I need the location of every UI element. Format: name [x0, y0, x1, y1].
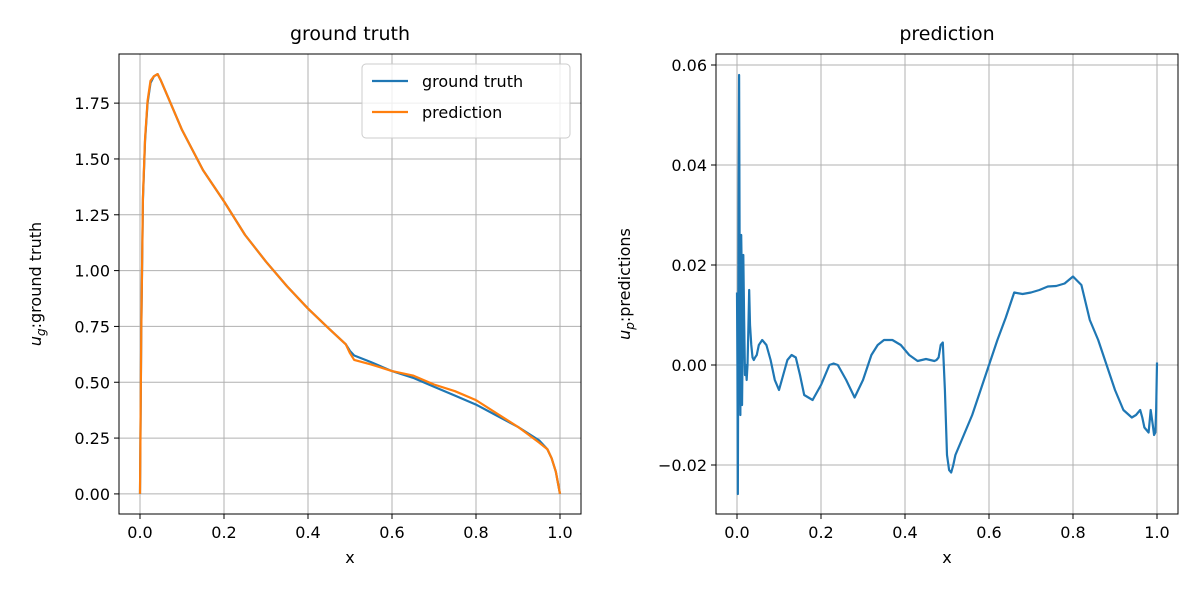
- y-tick-label: 0.75: [74, 317, 110, 336]
- y-axis-label: up:predictions: [615, 228, 637, 340]
- x-tick-label: 0.8: [463, 523, 488, 542]
- y-tick-label: 0.25: [74, 429, 110, 448]
- legend: ground truth prediction: [361, 63, 571, 139]
- y-tick-label: 1.50: [74, 150, 110, 169]
- x-tick-label: 0.0: [724, 523, 749, 542]
- x-tick-label: 0.6: [379, 523, 404, 542]
- y-tick-label: 1.25: [74, 206, 110, 225]
- legend-entry-label: prediction: [422, 103, 502, 122]
- ground-truth-panel: 0.0 0.2 0.4 0.6 0.8 1.0 0.00 0.25 0.50 0.75 1.00 1.…: [26, 23, 582, 567]
- y-tick-label: 1.75: [74, 94, 110, 113]
- plot-frame: [118, 53, 582, 515]
- y-tick-label: 0.04: [671, 156, 707, 175]
- x-tick-label: 0.2: [211, 523, 236, 542]
- y-tick-label: 1.00: [74, 262, 110, 281]
- y-tick-label: 0.06: [671, 56, 707, 75]
- x-tick-label: 0.6: [976, 523, 1001, 542]
- series-line-prediction: [138, 72, 562, 495]
- y-tick-label: −0.02: [658, 456, 707, 475]
- x-axis-label: x: [345, 548, 354, 567]
- x-tick-label: 0.2: [808, 523, 833, 542]
- y-tick-label: 0.50: [74, 373, 110, 392]
- x-tick-label: 0.8: [1060, 523, 1085, 542]
- x-tick-label: 0.4: [295, 523, 320, 542]
- x-tick-label: 1.0: [547, 523, 572, 542]
- x-axis-label: x: [942, 548, 951, 567]
- x-tick-label: 0.0: [127, 523, 152, 542]
- y-tick-label: 0.02: [671, 256, 707, 275]
- series-line-0: [735, 73, 1159, 496]
- chart-title: prediction: [899, 23, 994, 45]
- x-tick-label: 1.0: [1144, 523, 1169, 542]
- y-tick-label: 0.00: [74, 485, 110, 504]
- legend-box: [361, 63, 571, 139]
- y-tick-label: 0.00: [671, 356, 707, 375]
- chart-title: ground truth: [290, 23, 410, 45]
- y-axis-label: ug:ground truth: [26, 222, 48, 346]
- plot-frame: [715, 53, 1179, 515]
- prediction-panel: 0.0 0.2 0.4 0.6 0.8 1.0 −0.02 0.00 0.02 0.04 0.06 p…: [615, 23, 1179, 567]
- x-tick-label: 0.4: [892, 523, 917, 542]
- legend-entry-label: ground truth: [422, 72, 523, 91]
